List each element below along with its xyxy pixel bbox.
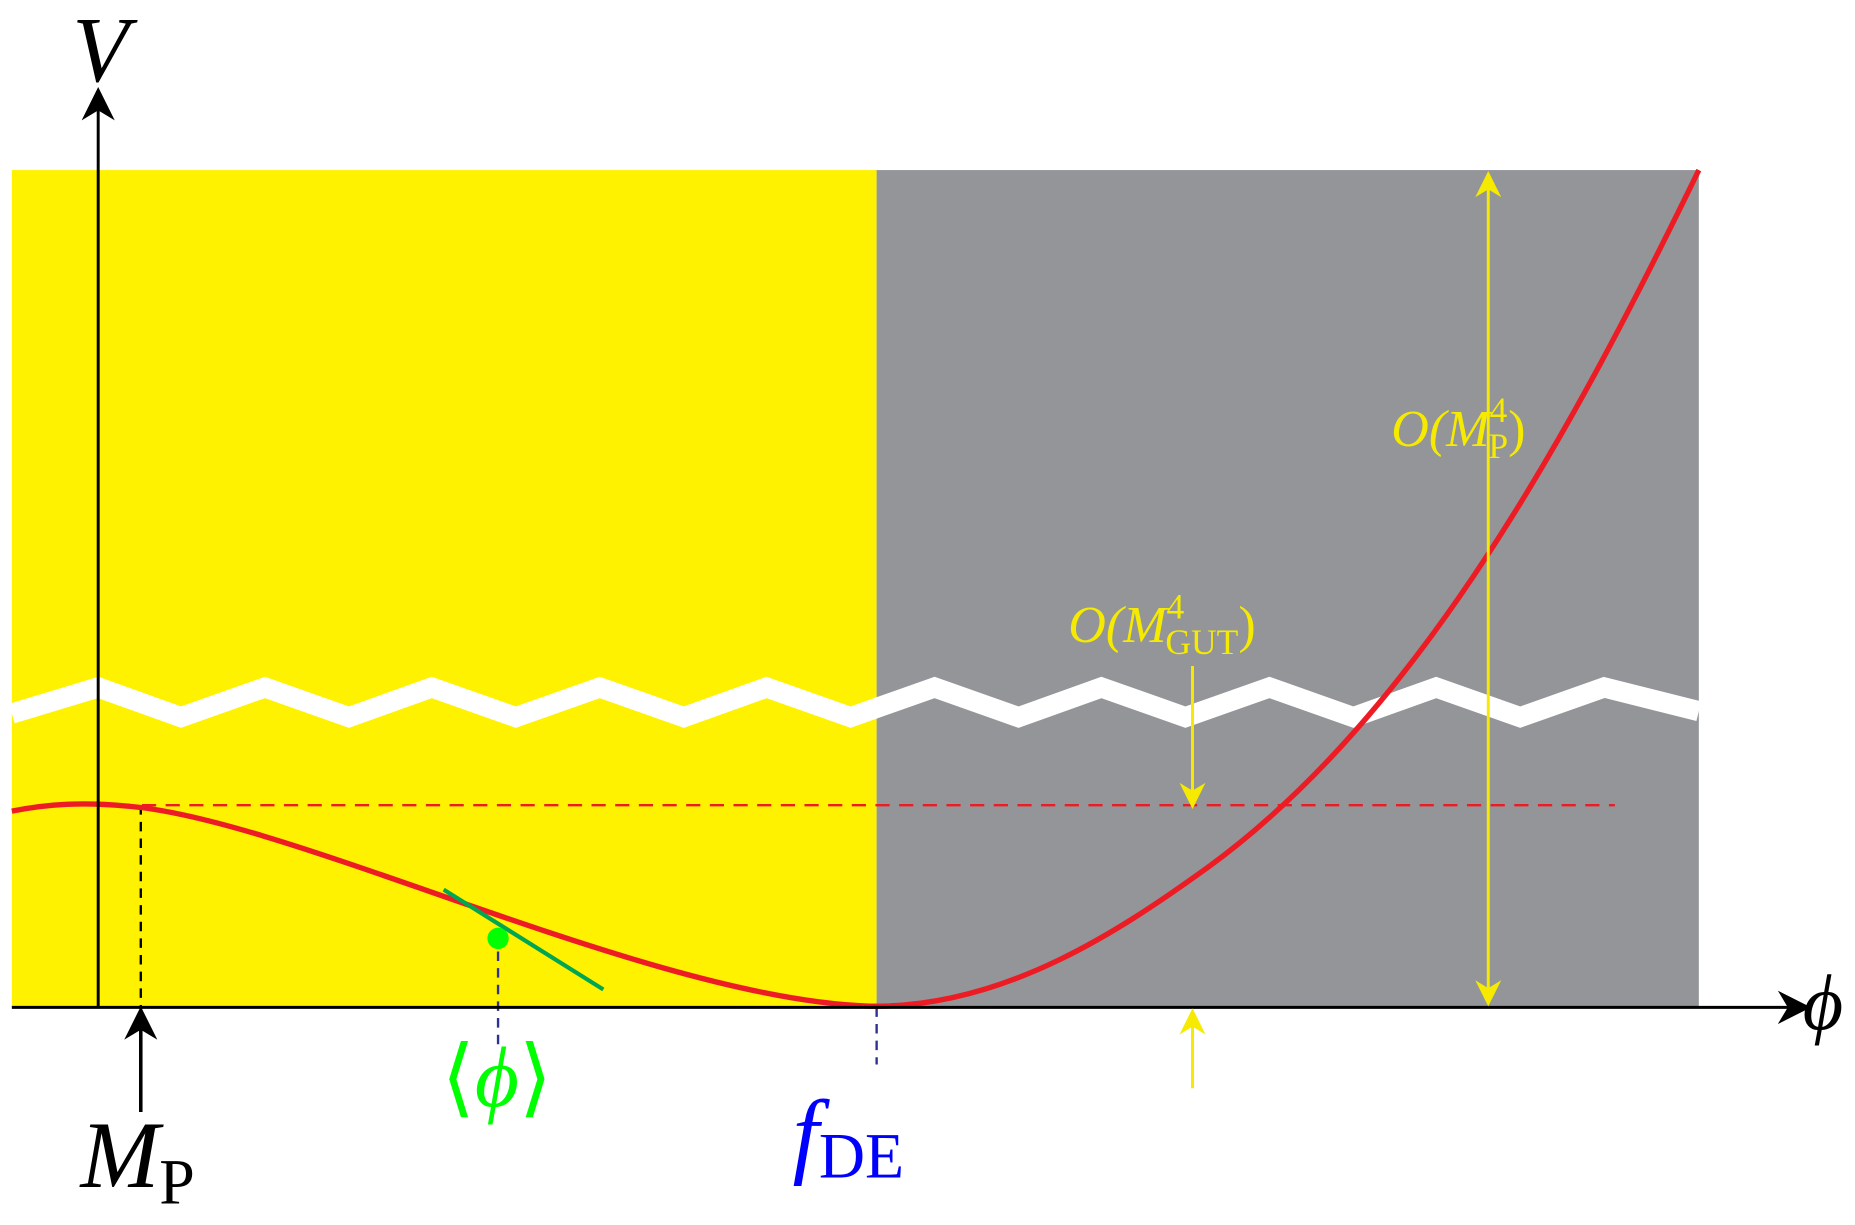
- gray-region: [876, 170, 1699, 1008]
- x-axis-label: ϕ: [1803, 959, 1843, 1046]
- planck-scale-label: O(M4 P): [1391, 390, 1525, 466]
- label-part: ⟨: [442, 1031, 475, 1125]
- label-part: O(M: [1068, 596, 1169, 654]
- label-part: GUT: [1165, 622, 1238, 662]
- label-part: DE: [819, 1120, 904, 1191]
- vev-point: [487, 927, 509, 950]
- label-part: O(M: [1391, 400, 1492, 458]
- label-part: ⟩: [519, 1031, 552, 1125]
- label-part: M: [78, 1102, 164, 1208]
- fde-label: fDE: [793, 1080, 904, 1191]
- vev-label: ⟨ϕ⟩: [442, 1031, 553, 1125]
- axis-break: [8, 676, 1702, 728]
- label-part: 4: [1490, 390, 1508, 430]
- label-part: P: [1488, 426, 1508, 466]
- label-part: ): [1238, 596, 1255, 654]
- label-part: P: [159, 1146, 195, 1217]
- gut-scale-label: O(M4 GUT): [1068, 586, 1255, 662]
- label-part: ϕ: [475, 1031, 519, 1125]
- tangent-line: [442, 887, 605, 992]
- label-part: 4: [1167, 586, 1185, 626]
- mp-label: MP: [78, 1102, 194, 1218]
- yellow-region: [11, 170, 877, 1008]
- y-axis-label: V: [72, 0, 138, 102]
- label-part: ): [1508, 400, 1525, 458]
